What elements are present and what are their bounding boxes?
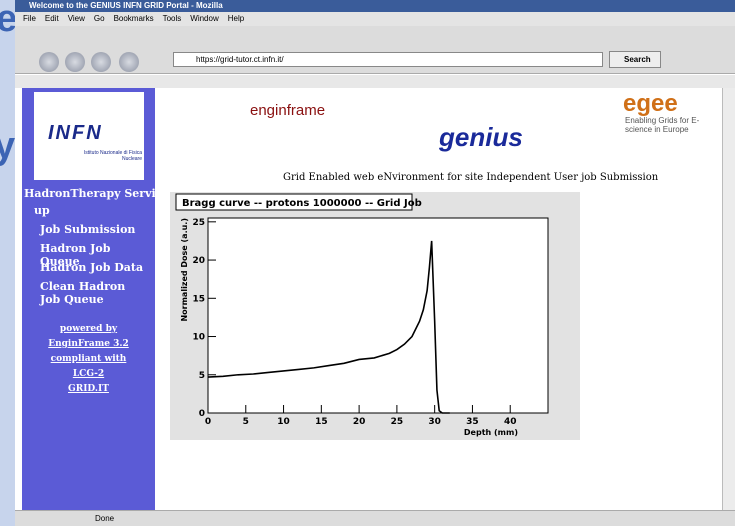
y-tick-label: 25 (192, 218, 205, 228)
forward-button[interactable] (65, 52, 85, 72)
nav-link[interactable]: Job Submission (40, 223, 145, 236)
slide-text: e (0, 0, 15, 41)
menu-item[interactable]: Help (228, 14, 244, 24)
x-tick-label: 15 (315, 417, 328, 427)
footer-link: compliant with (22, 354, 155, 364)
sidebar: INFN Istituto Nazionale di Fisica Nuclea… (22, 88, 155, 510)
logo-text: INFN (48, 122, 103, 145)
footer-link[interactable]: LCG-2 (22, 369, 155, 379)
menu-item[interactable]: Edit (45, 14, 59, 24)
url: https://grid-tutor.ct.infn.it/ (196, 55, 284, 64)
stop-button[interactable] (119, 52, 139, 72)
footer-link[interactable]: GRID.IT (22, 384, 155, 394)
y-tick-label: 20 (192, 256, 205, 266)
sidebar-heading: HadronTherapy Services (24, 187, 176, 200)
x-tick-label: 25 (391, 417, 404, 427)
menu-item[interactable]: Go (94, 14, 105, 24)
y-tick-label: 5 (199, 371, 205, 381)
plot-title: Bragg curve -- protons 1000000 -- Grid J… (182, 198, 422, 209)
x-tick-label: 10 (277, 417, 290, 427)
search-label: Search (624, 55, 651, 64)
x-axis-label: Depth (mm) (464, 428, 518, 437)
reload-button[interactable] (91, 52, 111, 72)
screen: e y Welcome to the GENIUS INFN GRID Port… (0, 0, 735, 526)
y-tick-label: 15 (192, 294, 205, 304)
plot-frame (208, 218, 548, 413)
search-button[interactable]: Search (609, 51, 661, 68)
scrollbar (722, 88, 735, 510)
footer-link: powered by (22, 324, 155, 334)
x-tick-label: 0 (205, 417, 211, 427)
sidebar-strip (15, 75, 735, 88)
infn-logo: INFN Istituto Nazionale di Fisica Nuclea… (34, 92, 144, 180)
x-tick-label: 40 (504, 417, 517, 427)
nav-link[interactable]: Clean Hadron Job Queue (40, 280, 145, 306)
up-link[interactable]: up (34, 204, 50, 217)
plot: Bragg curve -- protons 1000000 -- Grid J… (170, 192, 580, 440)
page: {"slide_fragments": ["e", "y"], "window"… (0, 0, 735, 526)
menu-bar: File Edit View Go Bookmarks Tools Window Help (15, 12, 735, 26)
slide-strip: e y (0, 0, 15, 526)
y-tick-label: 10 (192, 333, 205, 343)
status-bar: Done (15, 510, 735, 526)
x-tick-label: 35 (466, 417, 479, 427)
x-tick-label: 5 (243, 417, 249, 427)
menu-item[interactable]: Tools (163, 14, 182, 24)
toolbar: https://grid-tutor.ct.infn.it/ Search (15, 26, 735, 74)
enginframe-logo: enginframe (250, 102, 325, 119)
window-title: Welcome to the GENIUS INFN GRID Portal -… (29, 1, 223, 10)
tagline: Grid Enabled web eNvironment for site In… (283, 172, 658, 183)
title-bar: Welcome to the GENIUS INFN GRID Portal -… (15, 0, 735, 12)
y-tick-label: 0 (199, 409, 205, 419)
footer-link[interactable]: EnginFrame 3.2 (22, 339, 155, 349)
egee-logo: egee (623, 90, 678, 118)
x-tick-label: 30 (428, 417, 441, 427)
egee-caption: Enabling Grids for E-science in Europe (625, 116, 705, 134)
genius-logo: genius (439, 122, 523, 153)
status: Done (95, 514, 114, 523)
menu-item[interactable]: File (23, 14, 36, 24)
logo-caption: Istituto Nazionale di Fisica Nucleare (80, 150, 142, 162)
y-axis-label: Normalized Dose (a.u.) (180, 218, 189, 322)
x-tick-label: 20 (353, 417, 366, 427)
menu-item[interactable]: Bookmarks (114, 14, 154, 24)
menu-item[interactable]: View (68, 14, 85, 24)
menu-item[interactable]: Window (190, 14, 218, 24)
slide-text: y (0, 125, 15, 168)
nav-link[interactable]: Hadron Job Data (40, 261, 145, 274)
back-button[interactable] (39, 52, 59, 72)
url-bar[interactable]: https://grid-tutor.ct.infn.it/ (173, 52, 603, 67)
